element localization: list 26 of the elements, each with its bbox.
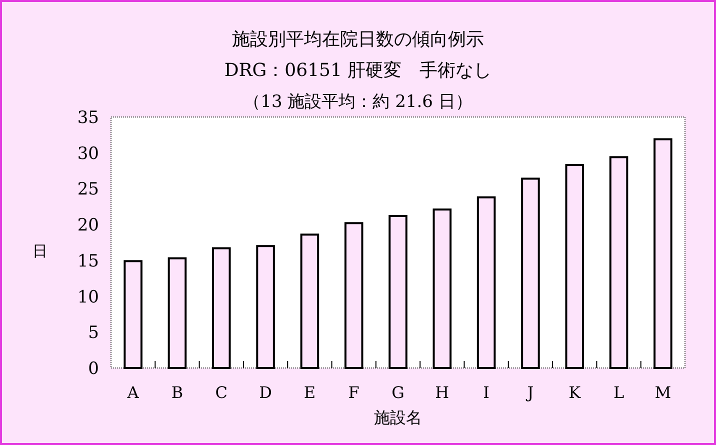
y-axis-title: 日 [32,242,48,260]
y-tick-label: 25 [77,180,99,200]
x-tick-label: K [568,383,582,402]
x-tick-label: L [613,383,624,402]
y-tick-label: 10 [77,287,99,308]
text: （13 施設平均：約 21.6 日） [244,92,472,112]
x-tick-label: D [259,383,272,402]
y-tick-label: 0 [88,359,99,379]
y-tick-label: 15 [77,251,99,272]
chart-subtitle: DRG：06151 肝硬変 手術なし [224,60,492,81]
x-axis-title: 施設名 [374,408,422,427]
x-tick-label: J [525,383,534,402]
x-tick-label: C [215,383,228,402]
x-tick-label: I [483,383,490,402]
x-tick-label: M [654,383,672,402]
chart-title: 施設別平均在院日数の傾向例示 [232,29,484,50]
y-tick-label: 35 [77,108,99,128]
x-tick-label: G [392,383,404,402]
x-tick-label: E [304,383,316,402]
x-tick-label: H [435,383,450,402]
x-tick-label: B [171,383,184,402]
x-tick-label: A [126,383,140,402]
x-tick-label: F [348,383,360,402]
y-tick-label: 20 [77,216,99,236]
y-tick-label: 30 [77,144,99,164]
y-tick-label: 5 [88,323,99,344]
